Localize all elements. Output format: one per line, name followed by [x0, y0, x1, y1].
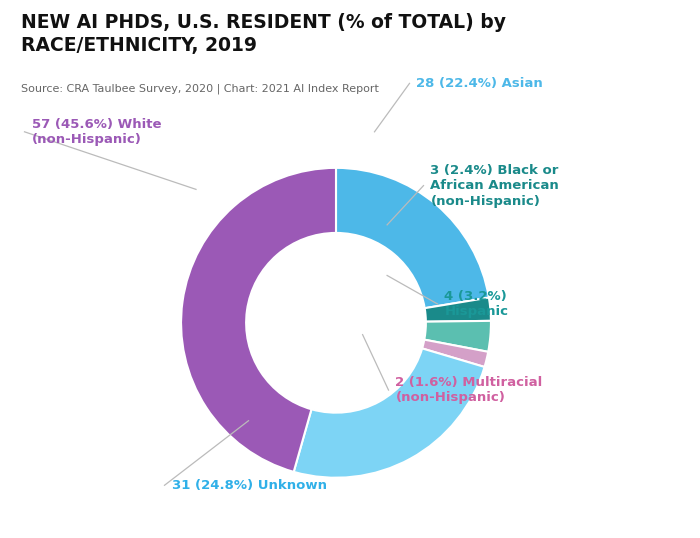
Wedge shape [422, 339, 488, 367]
Wedge shape [336, 168, 489, 308]
Wedge shape [294, 349, 484, 478]
Text: Source: CRA Taulbee Survey, 2020 | Chart: 2021 AI Index Report: Source: CRA Taulbee Survey, 2020 | Chart… [21, 83, 379, 94]
Text: NEW AI PHDS, U.S. RESIDENT (% of TOTAL) by
RACE/ETHNICITY, 2019: NEW AI PHDS, U.S. RESIDENT (% of TOTAL) … [21, 13, 506, 55]
Text: 57 (45.6%) White
(non-Hispanic): 57 (45.6%) White (non-Hispanic) [32, 118, 161, 146]
Text: 31 (24.8%) Unknown: 31 (24.8%) Unknown [172, 479, 326, 492]
Text: 28 (22.4%) Asian: 28 (22.4%) Asian [416, 77, 543, 90]
Wedge shape [425, 298, 491, 322]
Wedge shape [181, 168, 336, 472]
Text: 3 (2.4%) Black or
African American
(non-Hispanic): 3 (2.4%) Black or African American (non-… [430, 164, 559, 208]
Wedge shape [424, 321, 491, 352]
Text: 2 (1.6%) Multiracial
(non-Hispanic): 2 (1.6%) Multiracial (non-Hispanic) [395, 376, 542, 404]
Text: 4 (3.2%)
Hispanic: 4 (3.2%) Hispanic [444, 290, 508, 318]
